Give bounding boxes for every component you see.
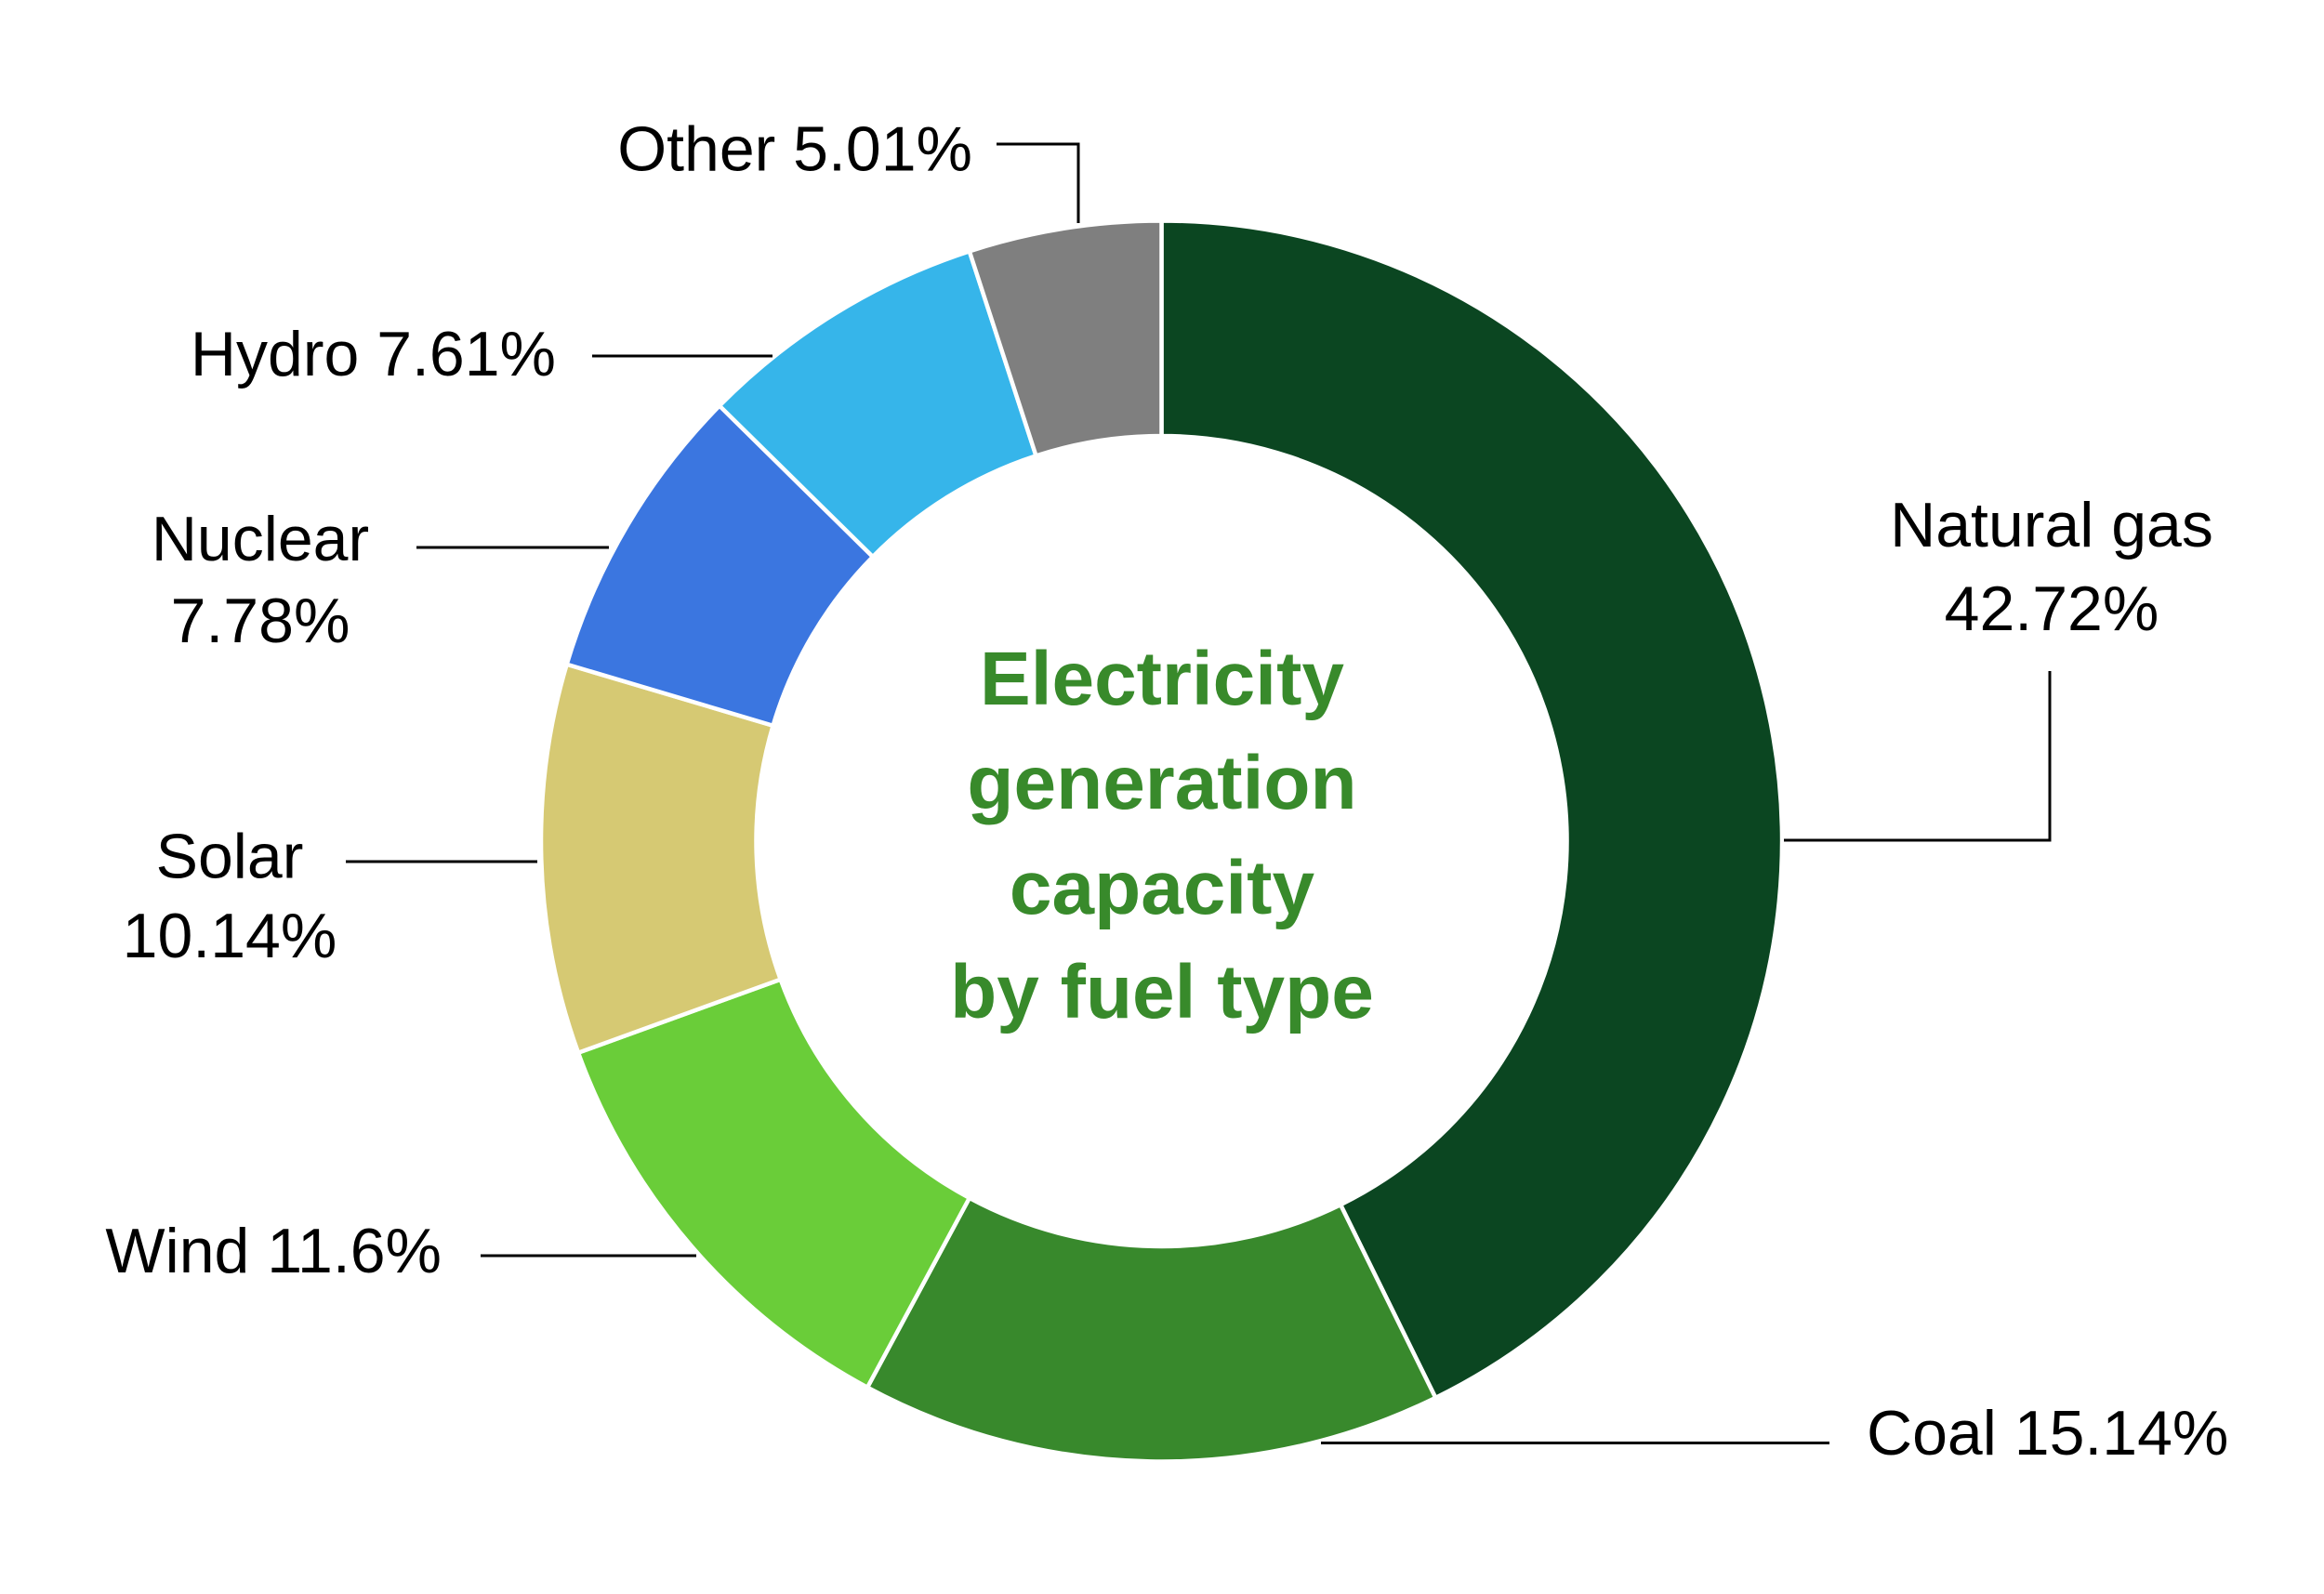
svg-text:Solar: Solar — [156, 822, 304, 892]
svg-text:Natural gas: Natural gas — [1890, 490, 2213, 560]
svg-text:7.78%: 7.78% — [171, 586, 350, 656]
svg-text:by fuel type: by fuel type — [950, 950, 1374, 1034]
svg-text:Hydro 7.61%: Hydro 7.61% — [191, 319, 556, 389]
svg-text:Nuclear: Nuclear — [152, 504, 369, 574]
svg-text:Electricity: Electricity — [980, 637, 1344, 721]
svg-text:Other 5.01%: Other 5.01% — [617, 114, 972, 185]
svg-text:Wind 11.6%: Wind 11.6% — [105, 1216, 442, 1286]
svg-text:42.72%: 42.72% — [1945, 573, 2159, 644]
svg-text:10.14%: 10.14% — [123, 901, 337, 971]
svg-text:Coal 15.14%: Coal 15.14% — [1867, 1398, 2228, 1469]
svg-text:capacity: capacity — [1010, 846, 1315, 930]
svg-text:generation: generation — [967, 741, 1356, 825]
